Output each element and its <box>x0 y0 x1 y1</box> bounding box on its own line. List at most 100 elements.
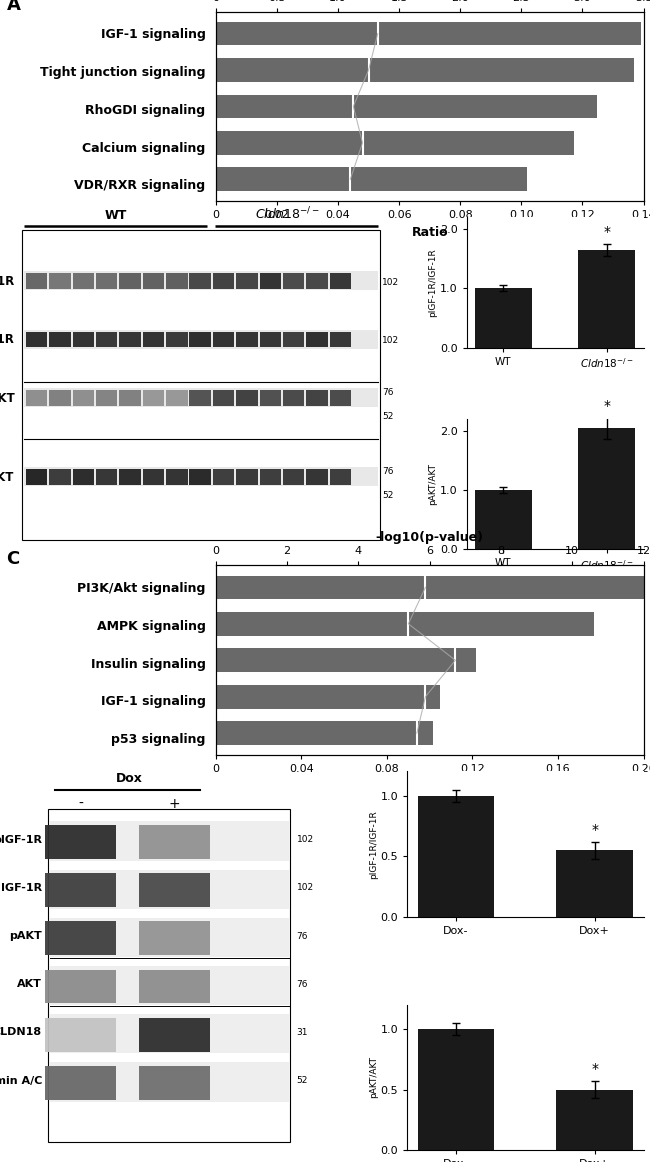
Bar <box>96 331 118 347</box>
Bar <box>578 250 636 347</box>
Bar <box>216 94 597 119</box>
Bar <box>138 1018 209 1052</box>
Bar <box>120 469 141 485</box>
Bar <box>26 469 47 485</box>
Text: WT: WT <box>104 209 127 222</box>
Bar <box>166 390 187 406</box>
Bar <box>49 273 71 289</box>
Text: PI3K/Akt signaling: PI3K/Akt signaling <box>77 582 205 595</box>
Bar <box>213 273 234 289</box>
Bar <box>138 825 209 859</box>
Text: Lamin A/C: Lamin A/C <box>0 1076 42 1085</box>
Bar <box>46 1018 116 1052</box>
Bar <box>50 1014 289 1054</box>
Text: pIGF-1R: pIGF-1R <box>0 834 42 845</box>
Bar <box>50 822 289 861</box>
Bar <box>330 469 351 485</box>
Text: 76: 76 <box>296 932 308 940</box>
Bar <box>120 390 141 406</box>
Bar <box>418 1028 494 1150</box>
Bar <box>143 469 164 485</box>
Bar <box>120 331 141 347</box>
Bar <box>556 1090 632 1150</box>
Bar <box>24 271 378 290</box>
Bar <box>50 918 289 957</box>
Bar <box>46 1066 116 1099</box>
Bar <box>259 469 281 485</box>
Text: 52: 52 <box>296 1076 308 1085</box>
Bar <box>46 825 116 859</box>
Text: AKT: AKT <box>0 471 14 483</box>
Bar <box>143 273 164 289</box>
Bar <box>46 969 116 1003</box>
Bar <box>24 388 378 407</box>
Text: +: + <box>168 797 180 811</box>
Bar <box>26 390 47 406</box>
Text: Tight junction signaling: Tight junction signaling <box>40 66 205 79</box>
Bar <box>96 469 118 485</box>
Bar <box>216 722 434 745</box>
Text: 76: 76 <box>296 980 308 989</box>
Text: 102: 102 <box>382 278 399 287</box>
Bar <box>46 873 116 908</box>
Text: Calcium signaling: Calcium signaling <box>83 142 205 155</box>
Bar <box>236 273 257 289</box>
Bar <box>138 921 209 955</box>
Text: IGF-1R: IGF-1R <box>0 333 14 346</box>
Text: 102: 102 <box>296 835 314 845</box>
Text: pIGF-1R: pIGF-1R <box>0 275 14 288</box>
Text: C: C <box>6 551 20 568</box>
Bar <box>283 469 304 485</box>
Bar <box>556 851 632 917</box>
Text: *: * <box>591 1062 598 1076</box>
Bar <box>213 331 234 347</box>
Bar <box>216 58 634 81</box>
Text: *: * <box>603 225 610 239</box>
Bar <box>26 273 47 289</box>
Bar <box>236 390 257 406</box>
Bar <box>259 273 281 289</box>
Bar <box>189 273 211 289</box>
X-axis label: -log10(p-value): -log10(p-value) <box>376 531 484 544</box>
Bar <box>49 469 71 485</box>
Bar <box>96 390 118 406</box>
Bar <box>138 1066 209 1099</box>
Bar <box>236 469 257 485</box>
Text: *: * <box>603 399 610 413</box>
Bar <box>189 469 211 485</box>
Bar <box>189 331 211 347</box>
Bar <box>474 490 532 550</box>
Text: RhoGDI signaling: RhoGDI signaling <box>85 103 205 116</box>
Bar <box>213 390 234 406</box>
Bar <box>120 273 141 289</box>
Text: Dox: Dox <box>116 772 142 784</box>
Text: 76: 76 <box>382 467 394 476</box>
Bar <box>216 575 647 600</box>
Bar <box>73 469 94 485</box>
Bar <box>259 390 281 406</box>
Text: $\mathit{Cldn18^{-/-}}$: $\mathit{Cldn18^{-/-}}$ <box>255 206 319 222</box>
Text: 52: 52 <box>382 413 393 421</box>
Bar <box>330 331 351 347</box>
Bar <box>283 390 304 406</box>
Text: VDR/RXR signaling: VDR/RXR signaling <box>74 179 205 193</box>
Text: IGF-1 signaling: IGF-1 signaling <box>101 28 205 41</box>
Bar <box>143 331 164 347</box>
Bar <box>306 273 328 289</box>
Bar <box>330 273 351 289</box>
Text: IGF-1 signaling: IGF-1 signaling <box>101 695 205 709</box>
X-axis label: Ratio: Ratio <box>411 225 448 238</box>
Bar <box>213 469 234 485</box>
Bar <box>50 869 289 909</box>
Y-axis label: pAKT/AKT: pAKT/AKT <box>369 1056 378 1098</box>
Bar <box>73 273 94 289</box>
Bar <box>166 331 187 347</box>
Text: AKT: AKT <box>17 980 42 989</box>
Bar <box>24 330 378 349</box>
Y-axis label: pAKT/AKT: pAKT/AKT <box>428 464 437 505</box>
Bar <box>216 167 527 191</box>
Text: IGF-1R: IGF-1R <box>1 883 42 892</box>
Bar <box>46 921 116 955</box>
Bar <box>96 273 118 289</box>
Text: 76: 76 <box>382 388 394 397</box>
